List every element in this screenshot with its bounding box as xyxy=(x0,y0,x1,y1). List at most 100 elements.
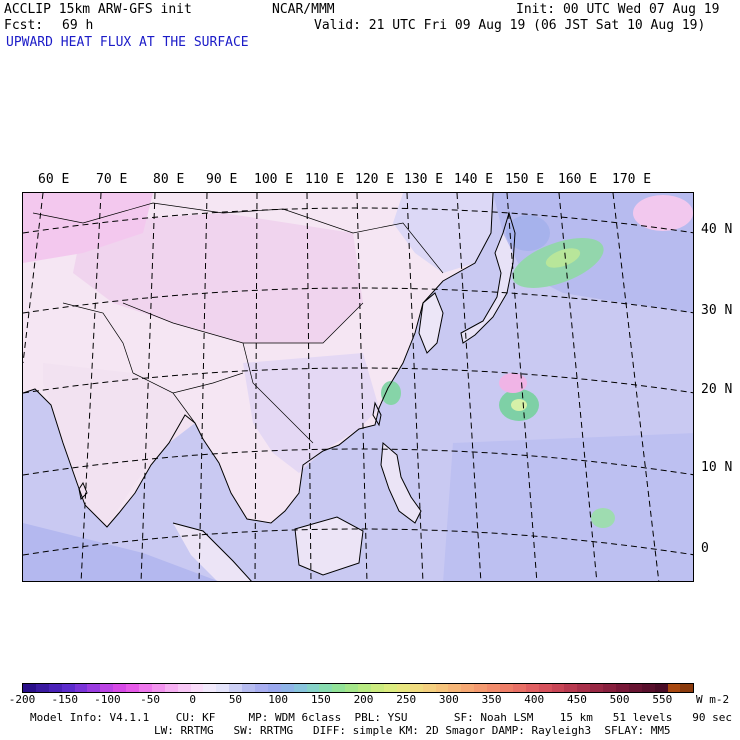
lat-label-40n: 40 N xyxy=(701,222,733,237)
lat-label-30n: 30 N xyxy=(701,303,733,318)
colorbar-swatch xyxy=(654,684,668,692)
colorbar-swatch xyxy=(319,684,333,692)
colorbar-swatch xyxy=(590,684,604,692)
colorbar-tick-label: 550 xyxy=(652,693,673,706)
colorbar-swatch xyxy=(680,684,694,692)
okhotsk-feature xyxy=(506,215,550,251)
meridian-60e xyxy=(23,193,44,364)
model-info-line1: Model Info: V4.1.1 CU: KF MP: WDM 6class… xyxy=(30,711,732,724)
japan-islands xyxy=(461,213,515,343)
colorbar-tick-label: 150 xyxy=(310,693,331,706)
colorbar-swatch xyxy=(371,684,384,692)
pacific-pink-east xyxy=(633,195,693,231)
model-title: ACCLIP 15km ARW-GFS init xyxy=(4,2,192,17)
colorbar-swatch xyxy=(280,684,294,692)
lon-label-90e: 90 E xyxy=(206,172,238,187)
colorbar-swatch xyxy=(126,684,140,692)
colorbar-tick-label: -100 xyxy=(94,693,121,706)
coastlines xyxy=(23,193,516,581)
forecast-label: Fcst: xyxy=(4,18,44,33)
lon-label-70e: 70 E xyxy=(96,172,128,187)
lat-label-equator: 0 xyxy=(701,541,709,556)
manchuria-region xyxy=(393,193,493,273)
colorbar-swatch xyxy=(164,684,178,692)
colorbar-swatch xyxy=(538,684,552,692)
southwest-ocean-band xyxy=(23,523,218,581)
colorbar-tick-label: -50 xyxy=(140,693,161,706)
borders xyxy=(32,202,444,444)
lon-label-120e: 120 E xyxy=(355,172,395,187)
lat-label-10n: 10 N xyxy=(701,460,733,475)
colorbar-swatch xyxy=(267,684,281,692)
colorbar-tick-label: 350 xyxy=(481,693,502,706)
south-china-region xyxy=(243,353,379,473)
org-label: NCAR/MMM xyxy=(272,2,335,17)
colorbar-swatch xyxy=(229,684,243,692)
pacific-pink-patch xyxy=(499,373,527,393)
colorbar-swatch xyxy=(461,684,475,692)
lon-label-150e: 150 E xyxy=(505,172,545,187)
colorbar-tick-label: -200 xyxy=(8,693,36,706)
colorbar-swatch xyxy=(306,684,320,692)
colorbar-tick-label: 100 xyxy=(268,693,289,706)
colorbar-swatch xyxy=(177,684,191,692)
tropical-green-patch xyxy=(591,508,615,528)
model-info-line2: LW: RRTMG SW: RRTMG DIFF: simple KM: 2D … xyxy=(154,724,671,737)
korea-peninsula xyxy=(419,293,443,353)
colorbar-swatch xyxy=(139,684,152,692)
colorbar-tick-label: 50 xyxy=(228,693,243,706)
colorbar-swatch xyxy=(190,684,204,692)
colorbar-swatch xyxy=(396,684,410,692)
forecast-hours: 69 h xyxy=(62,18,94,33)
colorbar-swatch xyxy=(564,684,578,692)
sumatra xyxy=(173,523,252,581)
colorbar-tick-label: 250 xyxy=(396,693,417,706)
tropical-pacific-band xyxy=(443,433,693,581)
colorbar-swatch xyxy=(422,684,436,692)
colorbar-swatch xyxy=(358,684,372,692)
pink-northwest-patch xyxy=(23,193,153,263)
colorbar xyxy=(22,683,694,693)
colorbar-swatch xyxy=(474,684,488,692)
colorbar-swatch xyxy=(61,684,75,692)
lon-label-100e: 100 E xyxy=(254,172,294,187)
typhoon-west xyxy=(381,381,401,405)
lat-label-20n: 20 N xyxy=(701,382,733,397)
colorbar-swatch xyxy=(255,684,268,692)
map-canvas xyxy=(23,193,693,581)
colorbar-swatch xyxy=(525,684,539,692)
colorbar-swatch xyxy=(332,684,346,692)
lon-label-80e: 80 E xyxy=(153,172,185,187)
colorbar-swatch xyxy=(499,684,513,692)
meridian-70e xyxy=(80,193,102,581)
colorbar-swatch xyxy=(74,684,88,692)
colorbar-tick-label: 450 xyxy=(566,693,587,706)
colorbar-swatch xyxy=(293,684,307,692)
colorbar-swatch xyxy=(615,684,629,692)
colorbar-swatch xyxy=(345,684,359,692)
kuroshio-core xyxy=(545,248,581,268)
colorbar-swatch xyxy=(100,684,114,692)
colorbar-swatch xyxy=(409,684,423,692)
colorbar-swatch xyxy=(216,684,230,692)
colorbar-swatch xyxy=(242,684,256,692)
colorbar-swatch xyxy=(87,684,101,692)
pink-inland-region xyxy=(73,213,363,343)
colorbar-swatch xyxy=(448,684,462,692)
colorbar-swatch xyxy=(113,684,127,692)
lon-label-140e: 140 E xyxy=(454,172,494,187)
colorbar-swatch xyxy=(151,684,165,692)
graticule xyxy=(23,193,693,581)
colorbar-swatch xyxy=(667,684,681,692)
lon-label-170e: 170 E xyxy=(612,172,652,187)
valid-time: Valid: 21 UTC Fri 09 Aug 19 (06 JST Sat … xyxy=(314,18,706,33)
colorbar-tick-label: 500 xyxy=(609,693,630,706)
colorbar-swatch xyxy=(487,684,500,692)
field-title: UPWARD HEAT FLUX AT THE SURFACE xyxy=(6,35,249,50)
lon-label-160e: 160 E xyxy=(558,172,598,187)
colorbar-swatch xyxy=(48,684,62,692)
colorbar-swatch xyxy=(435,684,449,692)
colorbar-swatch xyxy=(23,684,36,692)
colorbar-tick-label: 300 xyxy=(438,693,459,706)
colorbar-tick-label: 200 xyxy=(353,693,374,706)
